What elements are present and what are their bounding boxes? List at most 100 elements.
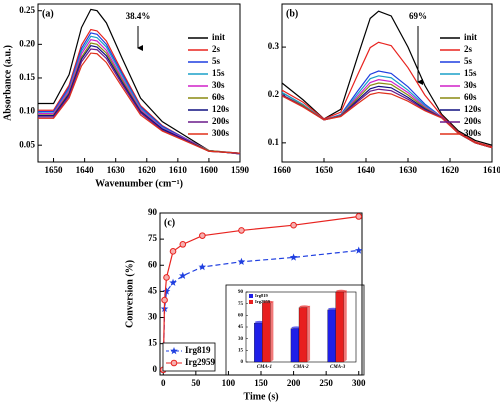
- legend-swatch: [249, 300, 253, 304]
- legend-label: 15s: [212, 68, 225, 78]
- bar: [262, 302, 271, 363]
- x-tick-label: 50: [191, 378, 201, 388]
- point: [162, 287, 171, 295]
- legend-label: 120s: [212, 104, 230, 114]
- legend-label: 5s: [464, 56, 473, 66]
- x-tick-label: 100: [222, 378, 236, 388]
- y-axis-label: Absorbance (a.u.): [2, 45, 13, 121]
- panel: 0 15 30 45 60 75 90 CMA-1 CMA-2 CMA-3 Irg819Irg295…: [238, 289, 357, 370]
- point: [179, 241, 187, 248]
- series-line: [38, 38, 241, 154]
- x-axis-label: Wavenumber (cm⁻¹): [95, 178, 183, 189]
- panel: 0.05 0.10 0.15 0.20 0.25 1650 1640 1630 1620 1610…: [2, 3, 250, 189]
- legend-label: 200s: [212, 116, 230, 126]
- plot-frame: [281, 3, 493, 163]
- bar-side: [307, 305, 311, 362]
- legend-label: 60s: [212, 92, 225, 102]
- inset-frame: [225, 284, 365, 376]
- bar: [327, 309, 336, 363]
- bar-cap: [336, 289, 347, 293]
- legend-label: 15s: [464, 68, 477, 78]
- x-tick-label: 1650: [45, 165, 64, 175]
- series-line: [38, 52, 241, 154]
- x-tick-label: 1620: [138, 165, 157, 175]
- legend-label: 60s: [464, 92, 477, 102]
- point: [289, 253, 298, 261]
- y-tick-label: 0.05: [19, 139, 35, 149]
- x-tick-label: 250: [319, 378, 333, 388]
- y-tick-label: 0: [153, 364, 158, 374]
- panel-label: (c): [164, 217, 175, 228]
- panel-label: (a): [42, 8, 54, 19]
- y-tick-label: 0.1: [268, 137, 280, 147]
- point: [290, 221, 297, 229]
- series-line: [38, 32, 241, 155]
- panel-label: (b): [286, 8, 298, 19]
- x-tick-label: 1590: [231, 165, 250, 175]
- x-tick-label: 1640: [76, 165, 95, 175]
- point: [354, 246, 363, 254]
- x-tick-label: CMA-3: [330, 365, 346, 370]
- legend-label: init: [212, 32, 225, 42]
- x-tick-label: 150: [254, 378, 268, 388]
- y-tick-label: 15: [238, 348, 244, 353]
- y-tick-label: 0.20: [19, 38, 35, 48]
- point: [179, 271, 187, 279]
- bar-cap: [262, 300, 273, 304]
- point: [161, 296, 168, 304]
- bar: [298, 307, 308, 363]
- x-tick-label: 1630: [399, 165, 418, 175]
- y-tick-label: 0.10: [19, 106, 35, 116]
- legend-swatch: [249, 294, 253, 298]
- legend-label: 300s: [464, 128, 482, 138]
- legend-marker: [170, 347, 178, 355]
- x-tick-label: 1620: [441, 165, 460, 175]
- x-tick-label: 300: [352, 378, 366, 388]
- y-tick-label: 90: [238, 290, 244, 295]
- annotation: 69%: [409, 11, 427, 21]
- legend-label: 30s: [212, 80, 225, 90]
- legend-label: 30s: [464, 80, 477, 90]
- y-tick-label: 60: [238, 313, 244, 318]
- y-tick-label: 0.2: [268, 89, 280, 99]
- series-line: [38, 8, 241, 155]
- x-tick-label: CMA-2: [293, 365, 309, 370]
- y-tick-label: 90: [148, 207, 158, 217]
- series-line: [281, 85, 493, 149]
- legend-box: [162, 342, 216, 372]
- y-tick-label: 75: [238, 302, 244, 307]
- y-tick-label: 75: [148, 233, 158, 243]
- x-tick-label: 0: [161, 378, 166, 388]
- point: [169, 248, 177, 255]
- series-line: [281, 75, 493, 149]
- x-tick-label: 200: [287, 378, 301, 388]
- legend-label: init: [464, 32, 477, 42]
- series-line: [281, 10, 493, 146]
- series-line: [281, 41, 493, 148]
- legend-label: Irg819: [255, 293, 268, 298]
- point: [355, 213, 363, 220]
- point: [238, 227, 245, 234]
- y-tick-label: 45: [238, 325, 244, 330]
- y-tick-label: 0.15: [19, 72, 35, 82]
- y-tick-label: 15: [148, 338, 158, 348]
- legend-label: 5s: [212, 56, 221, 66]
- legend-label: 2s: [464, 44, 473, 54]
- y-tick-label: 0: [241, 360, 244, 365]
- annotation: 38.4%: [126, 11, 151, 21]
- bar: [290, 328, 300, 363]
- series-line: [281, 91, 493, 149]
- legend-label: 200s: [464, 116, 482, 126]
- bar: [335, 291, 344, 363]
- y-axis-label: Conversion (%): [124, 260, 135, 328]
- x-tick-label: 1660: [273, 165, 292, 175]
- x-tick-label: CMA-1: [257, 365, 272, 370]
- x-tick-label: 1610: [483, 165, 500, 175]
- point: [237, 257, 246, 266]
- point: [163, 274, 170, 281]
- bar: [254, 322, 263, 363]
- legend-marker: [170, 359, 178, 367]
- bar-cap: [299, 305, 310, 308]
